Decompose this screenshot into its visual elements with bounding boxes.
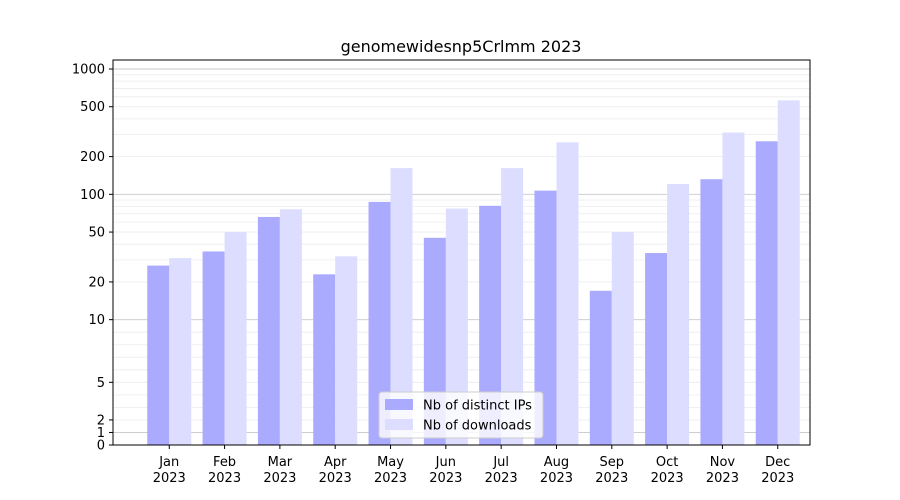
bar — [202, 251, 225, 445]
y-tick-label: 2 — [97, 413, 105, 428]
bar — [147, 265, 170, 445]
x-tick-label: Nov — [710, 455, 736, 470]
bar — [279, 209, 302, 445]
axes: 01251020501002005001000Jan2023Feb2023Mar… — [72, 59, 811, 486]
bar — [224, 232, 247, 445]
x-tick-label: Jan — [158, 455, 179, 470]
legend-label: Nb of downloads — [423, 419, 532, 434]
bar — [445, 208, 468, 445]
x-tick-label: May — [377, 455, 404, 470]
y-tick-label: 5 — [97, 376, 105, 391]
bar — [257, 216, 280, 445]
x-tick-label: Feb — [213, 455, 236, 470]
bar — [368, 201, 391, 445]
x-tick-label: 2023 — [208, 471, 241, 486]
bar — [700, 179, 723, 445]
bar — [777, 100, 800, 445]
x-tick-label: Mar — [268, 455, 293, 470]
bar — [313, 274, 336, 445]
x-tick-label: 2023 — [374, 471, 407, 486]
bar — [169, 258, 192, 445]
bar — [390, 168, 413, 446]
legend: Nb of distinct IPs Nb of downloads — [378, 391, 544, 439]
bar — [534, 190, 557, 445]
x-tick-label: Aug — [544, 455, 569, 470]
legend-swatch — [385, 419, 413, 430]
x-tick-label: 2023 — [319, 471, 352, 486]
y-tick-label: 20 — [88, 275, 105, 290]
bar — [479, 205, 502, 445]
x-tick-label: Jun — [435, 455, 456, 470]
x-tick-label: 2023 — [429, 471, 462, 486]
y-tick-label: 0 — [97, 439, 105, 454]
x-tick-label: Sep — [600, 455, 625, 470]
legend-swatch — [385, 399, 413, 410]
legend-label: Nb of distinct IPs — [423, 399, 532, 414]
bars — [147, 100, 800, 446]
bar — [589, 290, 612, 445]
x-tick-label: 2023 — [595, 471, 628, 486]
bar — [556, 142, 579, 445]
bar — [667, 183, 690, 445]
y-tick-label: 50 — [88, 226, 105, 241]
y-tick-label: 10 — [88, 313, 105, 328]
x-tick-label: 2023 — [485, 471, 518, 486]
legend-box — [378, 391, 544, 439]
x-tick-label: 2023 — [651, 471, 684, 486]
x-tick-label: 2023 — [153, 471, 186, 486]
bar — [501, 168, 524, 446]
bar — [611, 232, 634, 445]
x-tick-label: Apr — [324, 455, 347, 470]
x-tick-label: 2023 — [706, 471, 739, 486]
x-tick-label: Oct — [656, 455, 678, 470]
x-tick-label: 2023 — [263, 471, 296, 486]
chart-title: genomewidesnp5Crlmm 2023 — [341, 37, 582, 56]
plot-frame — [112, 59, 811, 446]
y-tick-label: 1 — [97, 426, 105, 441]
y-tick-label: 100 — [80, 188, 105, 203]
x-tick-label: Dec — [765, 455, 790, 470]
y-tick-label: 1000 — [72, 63, 105, 78]
x-tick-label: 2023 — [540, 471, 573, 486]
bar — [722, 132, 745, 445]
y-tick-label: 500 — [80, 100, 105, 115]
x-tick-label: 2023 — [761, 471, 794, 486]
bar — [335, 256, 358, 445]
bar — [755, 141, 778, 446]
x-tick-label: Jul — [492, 455, 509, 470]
bar — [645, 253, 668, 445]
y-tick-label: 200 — [80, 150, 105, 165]
